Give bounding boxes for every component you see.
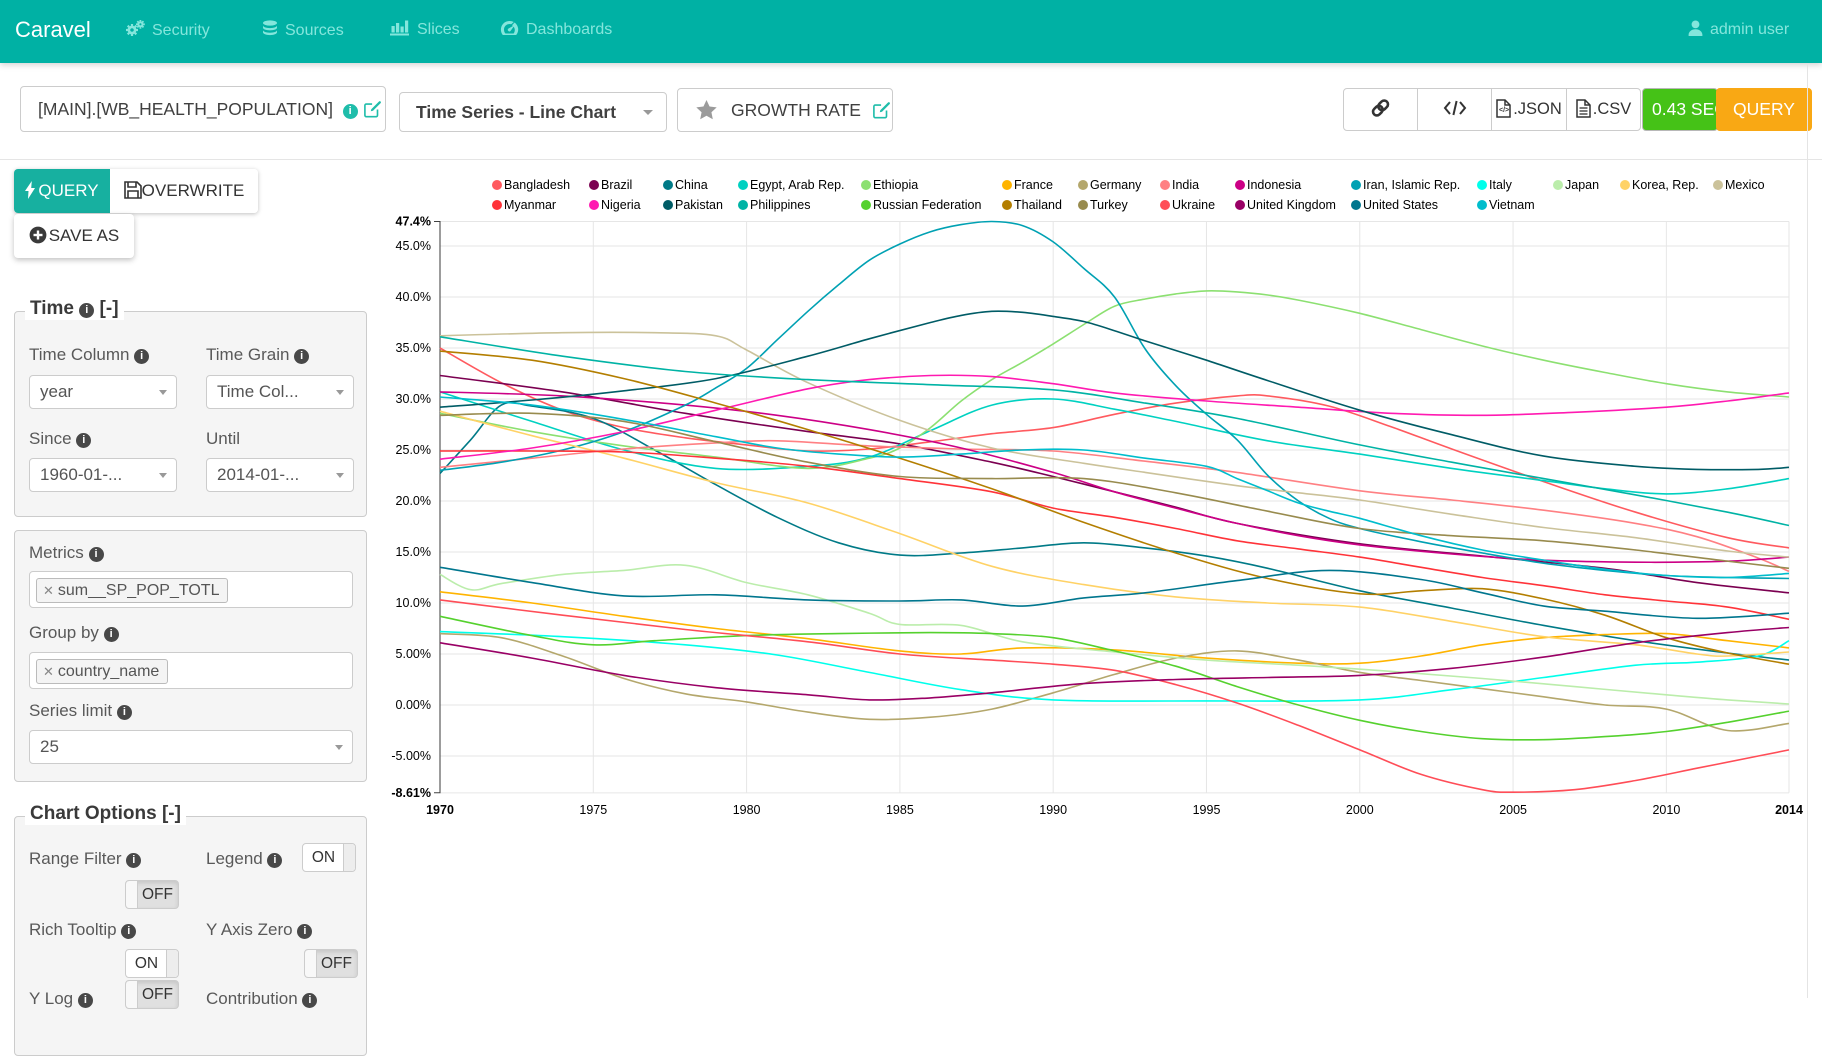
svg-text:2005: 2005 [1499,803,1527,817]
svg-text:Nigeria: Nigeria [601,198,641,212]
svg-text:Myanmar: Myanmar [504,198,556,212]
svg-text:Egypt, Arab Rep.: Egypt, Arab Rep. [750,178,845,192]
svg-text:Thailand: Thailand [1014,198,1062,212]
svg-text:40.0%: 40.0% [396,290,431,304]
svg-text:Ethiopia: Ethiopia [873,178,918,192]
svg-text:Brazil: Brazil [601,178,632,192]
svg-text:2000: 2000 [1346,803,1374,817]
svg-text:15.0%: 15.0% [396,545,431,559]
svg-text:Turkey: Turkey [1090,198,1128,212]
svg-text:Bangladesh: Bangladesh [504,178,570,192]
svg-text:-8.61%: -8.61% [391,786,431,800]
svg-text:Japan: Japan [1565,178,1599,192]
svg-text:10.0%: 10.0% [396,596,431,610]
svg-text:20.0%: 20.0% [396,494,431,508]
svg-text:-5.00%: -5.00% [391,749,431,763]
svg-text:Pakistan: Pakistan [675,198,723,212]
svg-text:1985: 1985 [886,803,914,817]
svg-text:25.0%: 25.0% [396,443,431,457]
svg-text:1970: 1970 [426,803,454,817]
svg-text:5.00%: 5.00% [396,647,431,661]
svg-text:2014: 2014 [1775,803,1803,817]
svg-text:Germany: Germany [1090,178,1142,192]
svg-text:1990: 1990 [1039,803,1067,817]
svg-text:2010: 2010 [1652,803,1680,817]
svg-text:1980: 1980 [733,803,761,817]
svg-text:United States: United States [1363,198,1438,212]
svg-text:Indonesia: Indonesia [1247,178,1301,192]
svg-text:France: France [1014,178,1053,192]
svg-text:Russian Federation: Russian Federation [873,198,981,212]
svg-text:Vietnam: Vietnam [1489,198,1535,212]
svg-text:30.0%: 30.0% [396,392,431,406]
svg-text:Mexico: Mexico [1725,178,1765,192]
svg-text:45.0%: 45.0% [396,239,431,253]
svg-text:0.00%: 0.00% [396,698,431,712]
svg-text:China: China [675,178,708,192]
svg-text:1975: 1975 [579,803,607,817]
svg-text:Korea, Rep.: Korea, Rep. [1632,178,1699,192]
svg-text:Ukraine: Ukraine [1172,198,1215,212]
svg-text:1995: 1995 [1193,803,1221,817]
svg-text:Italy: Italy [1489,178,1513,192]
svg-text:India: India [1172,178,1199,192]
svg-text:United Kingdom: United Kingdom [1247,198,1336,212]
svg-text:47.4%: 47.4% [396,215,431,229]
svg-text:</>: </> [1499,107,1509,114]
svg-text:35.0%: 35.0% [396,341,431,355]
svg-text:Philippines: Philippines [750,198,810,212]
svg-text:Iran, Islamic Rep.: Iran, Islamic Rep. [1363,178,1460,192]
